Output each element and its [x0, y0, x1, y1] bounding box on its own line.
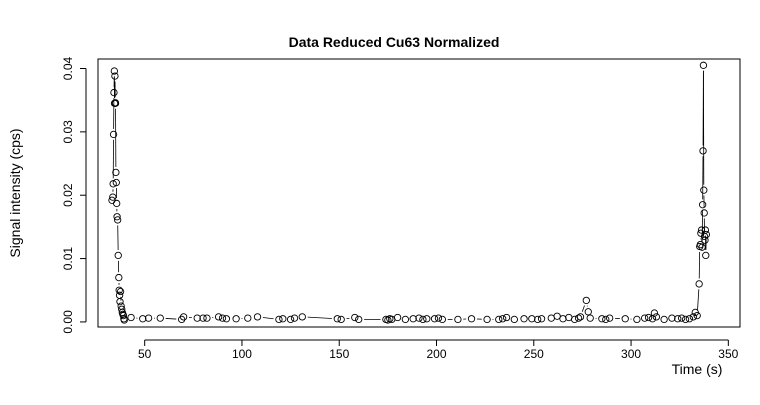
data-point	[703, 252, 709, 258]
data-point	[233, 316, 239, 322]
data-point	[700, 62, 706, 68]
data-point	[699, 202, 705, 208]
data-point	[538, 316, 544, 322]
data-point	[583, 297, 589, 303]
x-tick-label: 200	[426, 347, 446, 361]
data-point	[696, 281, 702, 287]
data-point	[661, 316, 667, 322]
plot-frame	[98, 59, 740, 327]
data-point	[254, 314, 260, 320]
data-point	[529, 316, 535, 322]
x-axis: 50 100 150 200 250 300 350	[138, 340, 739, 361]
x-tick-label: 50	[138, 347, 152, 361]
data-point	[117, 288, 123, 294]
x-axis-label: Time (s)	[672, 361, 723, 377]
data-point	[116, 274, 122, 280]
series-line	[113, 71, 706, 320]
data-point	[577, 314, 583, 320]
data-point	[157, 315, 163, 321]
series-segment	[582, 305, 584, 311]
chart-title: Data Reduced Cu63 Normalized	[289, 34, 500, 50]
data-point	[394, 314, 400, 320]
series-segment	[166, 318, 177, 319]
y-tick-label: 0.04	[61, 57, 75, 81]
series-points	[109, 62, 710, 323]
data-point	[503, 314, 509, 320]
data-point	[499, 316, 505, 322]
y-axis-label: Signal intensity (cps)	[7, 128, 23, 257]
data-point	[128, 314, 134, 320]
data-point	[115, 252, 121, 258]
y-tick-label: 0.02	[61, 183, 75, 207]
data-point	[606, 315, 612, 321]
data-point	[521, 316, 527, 322]
data-point	[622, 316, 628, 322]
x-tick-label: 150	[329, 347, 349, 361]
y-tick-label: 0.01	[61, 247, 75, 271]
series-segment	[698, 289, 699, 310]
data-point	[560, 316, 566, 322]
data-point	[603, 316, 609, 322]
x-tick-label: 350	[718, 347, 738, 361]
data-point	[587, 315, 593, 321]
data-point	[484, 316, 490, 322]
data-point	[669, 315, 675, 321]
series-segment	[308, 317, 332, 318]
data-point	[280, 316, 286, 322]
data-point	[435, 315, 441, 321]
data-point	[416, 315, 422, 321]
data-point	[299, 314, 305, 320]
data-point	[117, 298, 123, 304]
data-point	[653, 314, 659, 320]
data-point	[245, 315, 251, 321]
x-tick-label: 300	[621, 347, 641, 361]
data-point	[511, 316, 517, 322]
y-tick-label: 0.00	[61, 310, 75, 334]
y-tick-label: 0.03	[61, 120, 75, 144]
x-tick-label: 100	[232, 347, 252, 361]
data-point	[287, 316, 293, 322]
data-point	[651, 310, 657, 316]
data-point	[424, 316, 430, 322]
data-point	[145, 315, 151, 321]
data-point	[402, 316, 408, 322]
data-point	[338, 316, 344, 322]
data-point	[410, 316, 416, 322]
data-point	[223, 316, 229, 322]
data-point	[700, 148, 706, 154]
data-point	[701, 210, 707, 216]
data-point	[439, 316, 445, 322]
data-point	[204, 315, 210, 321]
data-point	[678, 315, 684, 321]
data-point	[352, 314, 358, 320]
data-point	[111, 89, 117, 95]
data-point	[645, 314, 651, 320]
data-point	[455, 316, 461, 322]
data-point	[701, 187, 707, 193]
data-point	[291, 315, 297, 321]
data-point	[634, 316, 640, 322]
data-point	[702, 227, 708, 233]
data-point	[140, 316, 146, 322]
series-segment	[263, 317, 274, 318]
data-point	[215, 314, 221, 320]
data-point	[113, 200, 119, 206]
data-point	[585, 309, 591, 315]
y-axis: 0.00 0.01 0.02 0.03 0.04	[61, 57, 86, 334]
data-point	[468, 316, 474, 322]
data-point	[686, 316, 692, 322]
data-point	[355, 316, 361, 322]
x-tick-label: 250	[524, 347, 544, 361]
